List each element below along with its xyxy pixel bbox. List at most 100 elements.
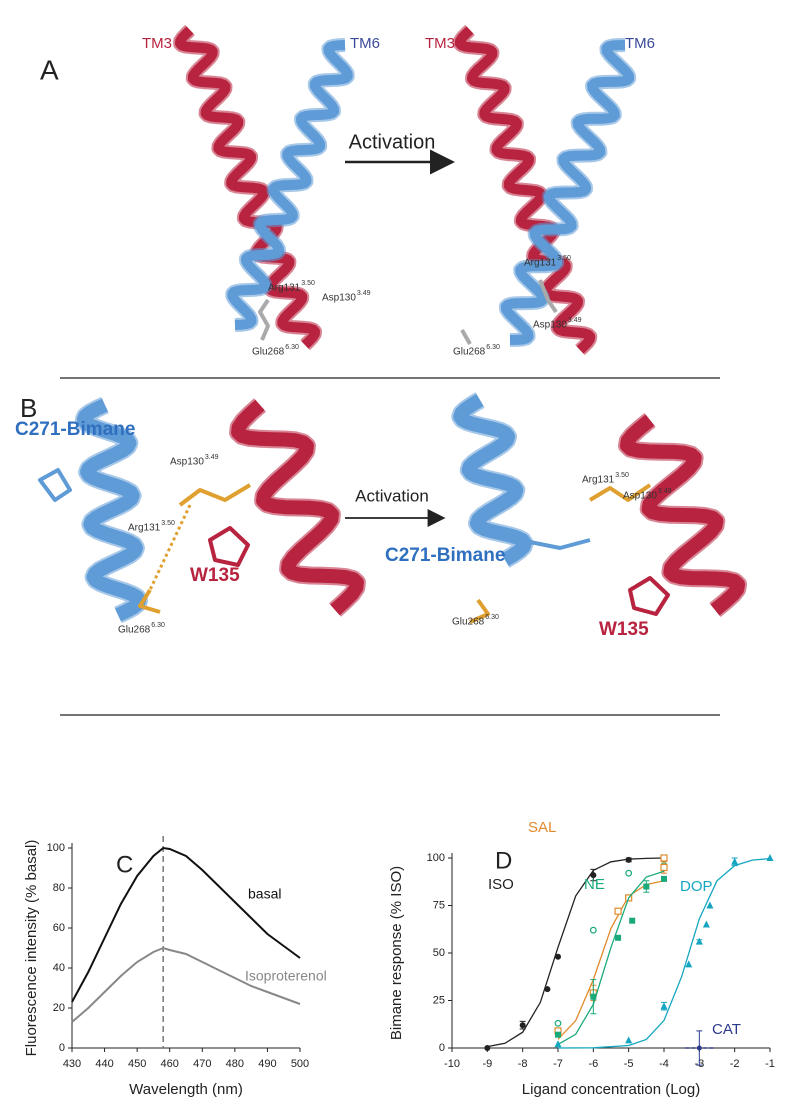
residue-superscript: 3.49 bbox=[568, 317, 582, 324]
y-tick-label: 0 bbox=[59, 1042, 65, 1054]
x-tick-label: -9 bbox=[482, 1058, 492, 1070]
series-label: Isoproterenol bbox=[245, 968, 327, 984]
data-point bbox=[625, 1036, 633, 1044]
side-chain bbox=[469, 598, 490, 624]
arrow-label: Activation bbox=[355, 486, 429, 505]
data-point bbox=[589, 926, 597, 934]
x-axis-title: Ligand concentration (Log) bbox=[522, 1081, 700, 1098]
data-point bbox=[660, 863, 668, 872]
data-point bbox=[484, 1045, 491, 1051]
side-chain bbox=[258, 298, 270, 341]
data-point bbox=[554, 1019, 562, 1027]
data-point bbox=[660, 854, 668, 862]
x-tick-label: 450 bbox=[128, 1058, 146, 1070]
series-label: DOP bbox=[680, 878, 713, 895]
x-tick-label: 480 bbox=[226, 1058, 244, 1070]
data-point bbox=[702, 920, 710, 928]
x-tick-label: 430 bbox=[63, 1058, 81, 1070]
y-tick-label: 50 bbox=[433, 947, 445, 959]
residue-superscript: 3.50 bbox=[301, 280, 315, 287]
residue-superscript: 3.49 bbox=[205, 454, 219, 461]
helix bbox=[76, 398, 147, 622]
series-label: CAT bbox=[712, 1021, 741, 1038]
series-label: basal bbox=[248, 886, 281, 902]
x-tick-label: -7 bbox=[553, 1058, 563, 1070]
helix bbox=[175, 26, 320, 349]
y-tick-label: 25 bbox=[433, 994, 445, 1006]
residue-label: Arg131 bbox=[524, 258, 557, 269]
y-tick-label: 60 bbox=[53, 922, 65, 934]
structures bbox=[38, 24, 747, 624]
residue-superscript: 3.50 bbox=[161, 520, 175, 527]
side-chain bbox=[519, 538, 591, 550]
data-point bbox=[614, 907, 622, 915]
helix-label: TM3 bbox=[425, 35, 455, 52]
x-tick-label: 500 bbox=[291, 1058, 309, 1070]
y-tick-label: 0 bbox=[439, 1042, 445, 1054]
helix bbox=[453, 393, 532, 567]
helix bbox=[454, 26, 596, 354]
data-point bbox=[625, 869, 633, 877]
x-tick-label: -8 bbox=[518, 1058, 528, 1070]
x-tick-label: -1 bbox=[765, 1058, 775, 1070]
data-point bbox=[555, 1031, 561, 1038]
residue-label: C271-Bimane bbox=[385, 545, 505, 566]
data-point bbox=[519, 1022, 526, 1029]
residue-label: W135 bbox=[190, 565, 240, 586]
data-point bbox=[555, 953, 561, 960]
panel-letter: D bbox=[495, 847, 512, 874]
y-axis-title: Bimane response (% ISO) bbox=[388, 866, 405, 1040]
x-axis-title: Wavelength (nm) bbox=[129, 1081, 243, 1098]
residue-superscript: 6.30 bbox=[285, 344, 299, 351]
data-point bbox=[695, 937, 703, 945]
helix bbox=[620, 414, 745, 616]
residue-label: W135 bbox=[599, 619, 649, 640]
residue-superscript: 6.30 bbox=[151, 622, 165, 629]
data-point bbox=[706, 901, 714, 909]
fit-curve bbox=[557, 880, 665, 1040]
x-tick-label: 440 bbox=[95, 1058, 113, 1070]
residue-label: Glu268 bbox=[453, 347, 486, 358]
panel-letter: C bbox=[116, 851, 133, 878]
data-point bbox=[766, 854, 774, 861]
y-tick-label: 100 bbox=[47, 842, 65, 854]
data-point bbox=[731, 857, 739, 865]
data-point bbox=[643, 883, 650, 890]
arrow-label: Activation bbox=[349, 131, 436, 153]
side-chain bbox=[628, 576, 670, 616]
helix-label: TM3 bbox=[142, 35, 172, 52]
data-point bbox=[544, 986, 551, 993]
y-tick-label: 100 bbox=[427, 852, 445, 864]
data-point bbox=[554, 1040, 562, 1048]
fit-curve bbox=[557, 870, 665, 1045]
helix-label: TM6 bbox=[625, 35, 655, 52]
x-tick-label: -5 bbox=[624, 1058, 634, 1070]
residue-label: Asp130 bbox=[623, 491, 657, 502]
y-tick-label: 40 bbox=[53, 962, 65, 974]
side-chain bbox=[138, 588, 161, 614]
data-point bbox=[590, 872, 597, 879]
residue-label: Arg131 bbox=[268, 283, 301, 294]
side-chain bbox=[460, 329, 472, 345]
residue-label: Asp130 bbox=[170, 457, 204, 468]
panel-letter: B bbox=[20, 393, 37, 423]
helix bbox=[500, 40, 635, 345]
series-label: SAL bbox=[528, 819, 556, 836]
residue-superscript: 3.50 bbox=[557, 255, 571, 262]
x-tick-label: -4 bbox=[659, 1058, 669, 1070]
series-line bbox=[71, 946, 301, 1023]
series-line bbox=[71, 846, 301, 1003]
fit-curve bbox=[557, 857, 771, 1049]
residue-superscript: 3.49 bbox=[357, 290, 371, 297]
helix-label: TM6 bbox=[350, 35, 380, 52]
side-chain bbox=[538, 279, 558, 314]
residue-label: Glu268 bbox=[252, 347, 285, 358]
data-point bbox=[615, 934, 622, 941]
data-point bbox=[660, 1002, 668, 1010]
x-tick-label: -10 bbox=[444, 1058, 460, 1070]
data-point bbox=[661, 875, 667, 882]
residue-superscript: 3.50 bbox=[615, 472, 629, 479]
side-chain bbox=[208, 526, 250, 567]
interaction bbox=[148, 504, 192, 591]
